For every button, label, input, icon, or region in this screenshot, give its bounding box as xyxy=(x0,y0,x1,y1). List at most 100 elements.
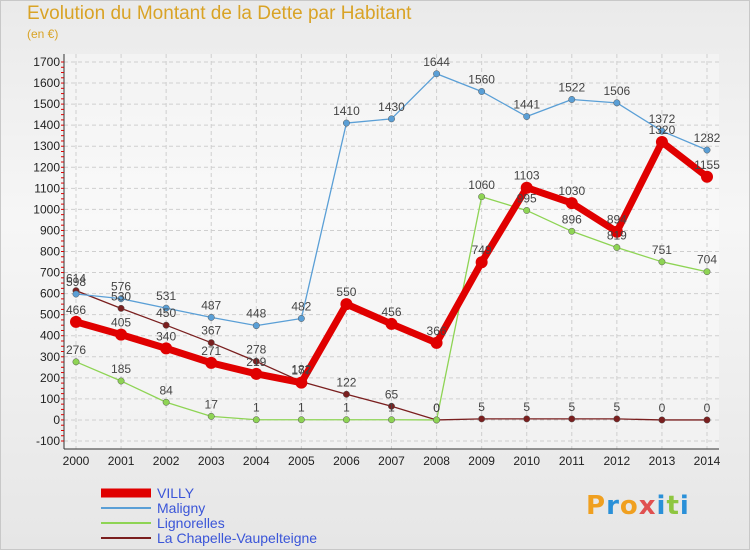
data-label: 278 xyxy=(246,342,266,356)
logo-letter: x xyxy=(638,491,657,521)
data-label: 749 xyxy=(472,243,492,257)
data-label: 5 xyxy=(478,400,485,414)
y-tick-label: 400 xyxy=(40,329,60,343)
data-point xyxy=(252,416,260,424)
data-label: 17 xyxy=(205,397,219,411)
data-label: 531 xyxy=(156,289,176,303)
y-tick-label: 700 xyxy=(40,266,60,280)
data-point xyxy=(523,206,531,214)
data-label: 182 xyxy=(291,363,311,377)
y-tick-label: 1300 xyxy=(33,139,60,153)
x-tick-label: 2004 xyxy=(243,454,270,468)
y-tick-label: 900 xyxy=(40,223,60,237)
data-point xyxy=(250,367,263,380)
data-point xyxy=(613,244,621,251)
x-tick-label: 2014 xyxy=(694,454,721,468)
data-label: 751 xyxy=(652,243,672,257)
x-tick-label: 2005 xyxy=(288,454,315,468)
data-point xyxy=(340,298,353,311)
data-label: 340 xyxy=(156,329,176,343)
data-label: 1060 xyxy=(468,178,495,192)
data-label: 5 xyxy=(523,400,530,414)
data-point xyxy=(342,390,350,398)
legend-entry: Lignorelles xyxy=(157,515,225,531)
data-label: 1 xyxy=(343,401,350,415)
data-point xyxy=(433,70,441,78)
x-tick-label: 2006 xyxy=(333,454,360,468)
data-point xyxy=(568,415,576,423)
x-tick-label: 2009 xyxy=(468,454,495,468)
data-point xyxy=(207,313,215,321)
x-tick-label: 2008 xyxy=(423,454,450,468)
proxiti-logo: Proxiti xyxy=(586,491,690,521)
data-label: 1103 xyxy=(514,169,540,183)
x-tick-label: 2013 xyxy=(649,454,676,468)
y-tick-label: -100 xyxy=(36,434,60,448)
data-point xyxy=(72,358,80,366)
data-point xyxy=(658,258,666,266)
data-label: 1644 xyxy=(423,55,450,69)
logo-letter: i xyxy=(656,491,667,521)
data-label: 0 xyxy=(659,401,666,415)
data-point xyxy=(478,88,486,95)
data-point xyxy=(701,170,713,183)
data-label: 366 xyxy=(427,324,447,338)
x-tick-label: 2012 xyxy=(604,454,631,468)
data-label: 177 xyxy=(291,364,311,378)
data-label: 367 xyxy=(201,324,221,338)
data-label: 219 xyxy=(246,355,266,369)
data-label: 1441 xyxy=(513,98,540,112)
data-label: 819 xyxy=(607,228,627,242)
data-label: 0 xyxy=(433,401,440,415)
data-point xyxy=(295,376,308,389)
data-label: 482 xyxy=(291,299,311,313)
data-point xyxy=(162,321,170,329)
data-label: 704 xyxy=(697,253,717,267)
data-label: 466 xyxy=(66,303,86,317)
data-point xyxy=(565,197,578,210)
logo-letter: t xyxy=(666,491,680,521)
data-point xyxy=(433,416,441,424)
data-point xyxy=(252,357,260,365)
data-point xyxy=(658,416,666,424)
data-label: 0 xyxy=(433,401,440,415)
data-point xyxy=(117,304,125,312)
data-label: 576 xyxy=(111,280,131,294)
data-point xyxy=(568,96,576,103)
data-point xyxy=(70,315,82,328)
data-point xyxy=(523,415,531,423)
data-label: 1155 xyxy=(694,158,720,172)
data-point xyxy=(388,416,395,424)
data-label: 0 xyxy=(704,401,711,415)
data-point xyxy=(342,416,350,424)
data-label: 271 xyxy=(201,344,221,358)
data-point xyxy=(703,416,711,424)
data-label: 530 xyxy=(111,289,131,303)
data-point xyxy=(703,146,711,154)
y-tick-label: 1600 xyxy=(33,76,60,90)
data-label: 1372 xyxy=(649,112,676,126)
data-point xyxy=(297,315,305,322)
logo-letter: r xyxy=(606,491,620,521)
data-point xyxy=(72,290,80,298)
data-point xyxy=(115,328,128,341)
data-label: 122 xyxy=(336,375,356,389)
data-label: 1560 xyxy=(468,72,495,86)
data-point xyxy=(207,339,215,347)
logo-letter: P xyxy=(586,491,607,521)
data-label: 1 xyxy=(298,401,305,415)
y-tick-label: 1100 xyxy=(34,181,60,195)
y-tick-label: 800 xyxy=(40,245,60,259)
x-tick-label: 2011 xyxy=(559,454,585,468)
data-point xyxy=(162,398,170,406)
data-point xyxy=(205,356,218,369)
data-point xyxy=(117,295,125,303)
data-label: 487 xyxy=(201,298,221,312)
x-tick-label: 2003 xyxy=(198,454,225,468)
y-tick-label: 1200 xyxy=(33,160,60,174)
data-point xyxy=(568,227,576,235)
data-point xyxy=(703,268,711,276)
data-label: 5 xyxy=(568,400,575,414)
data-label: 598 xyxy=(66,275,86,289)
x-tick-label: 2000 xyxy=(63,454,90,468)
